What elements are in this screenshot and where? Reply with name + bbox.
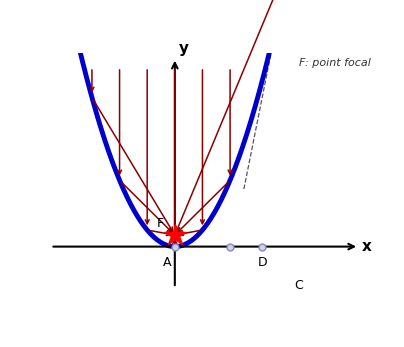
- Text: F: point focal: F: point focal: [299, 58, 371, 68]
- Text: y: y: [179, 41, 189, 56]
- Text: A: A: [163, 256, 171, 269]
- Text: C: C: [295, 279, 303, 292]
- Text: F: F: [157, 218, 164, 230]
- Text: D: D: [257, 256, 267, 269]
- Text: x: x: [362, 239, 372, 254]
